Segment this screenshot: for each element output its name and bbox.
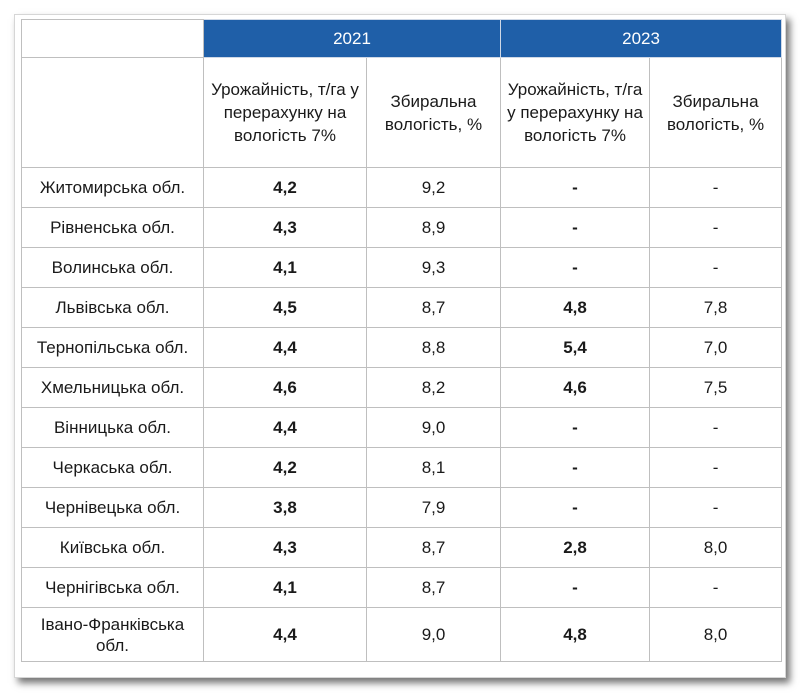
region-cell: Чернівецька обл. (21, 487, 204, 528)
moisture-2021-cell: 9,2 (365, 167, 502, 208)
yield-2021-cell: 4,3 (203, 207, 367, 248)
yield-2021-cell: 4,1 (203, 247, 367, 288)
region-cell: Київська обл. (21, 527, 204, 568)
moisture-2023-cell: - (649, 407, 783, 448)
table-row: Житомирська обл. 4,2 9,2 - - (21, 167, 783, 208)
region-cell: Львівська обл. (21, 287, 204, 328)
table-row: Київська обл. 4,3 8,7 2,8 8,0 (21, 527, 783, 568)
region-cell: Черкаська обл. (21, 447, 204, 488)
subheader-row: Урожайність, т/га у перерахунку на волог… (21, 57, 783, 168)
moisture-2023-cell: 8,0 (649, 607, 783, 662)
year-2021-header: 2021 (202, 19, 502, 58)
moisture-2023-cell: - (649, 247, 783, 288)
moisture-2023-cell: 7,0 (649, 327, 783, 368)
yield-2023-cell: 4,8 (500, 607, 651, 662)
yield-2023-cell: - (500, 487, 651, 528)
region-cell: Тернопільська обл. (21, 327, 204, 368)
moisture-2023-header: Збиральна вологість, % (649, 57, 783, 168)
moisture-2021-cell: 8,7 (365, 567, 502, 608)
moisture-2021-cell: 8,7 (365, 527, 502, 568)
moisture-2021-cell: 9,3 (365, 247, 502, 288)
moisture-2023-cell: - (649, 207, 783, 248)
yield-2023-cell: - (500, 447, 651, 488)
table-row: Чернівецька обл. 3,8 7,9 - - (21, 487, 783, 528)
moisture-2021-cell: 8,2 (365, 367, 502, 408)
yield-2023-cell: - (500, 407, 651, 448)
table-row: Черкаська обл. 4,2 8,1 - - (21, 447, 783, 488)
moisture-2021-header: Збиральна вологість, % (365, 57, 502, 168)
moisture-2021-cell: 7,9 (365, 487, 502, 528)
table-row: Рівненська обл. 4,3 8,9 - - (21, 207, 783, 248)
yield-2021-cell: 4,2 (203, 167, 367, 208)
moisture-2021-cell: 8,7 (365, 287, 502, 328)
moisture-2023-cell: 7,8 (649, 287, 783, 328)
table-row: Чернігівська обл. 4,1 8,7 - - (21, 567, 783, 608)
yield-2023-cell: 4,6 (500, 367, 651, 408)
year-2023-header: 2023 (500, 19, 783, 58)
yield-2023-cell: - (500, 567, 651, 608)
yield-2021-cell: 4,3 (203, 527, 367, 568)
region-cell: Вінницька обл. (21, 407, 204, 448)
moisture-2021-cell: 8,1 (365, 447, 502, 488)
moisture-2021-cell: 8,8 (365, 327, 502, 368)
table-row: Волинська обл. 4,1 9,3 - - (21, 247, 783, 288)
yield-2021-cell: 4,4 (203, 407, 367, 448)
yield-2021-header: Урожайність, т/га у перерахунку на волог… (203, 57, 367, 168)
moisture-2021-cell: 9,0 (365, 407, 502, 448)
moisture-2023-cell: - (649, 167, 783, 208)
yield-2021-cell: 4,4 (203, 327, 367, 368)
yield-table: 2021 2023 Урожайність, т/га у перерахунк… (21, 19, 783, 662)
yield-2023-cell: 5,4 (500, 327, 651, 368)
yield-2023-cell: - (500, 167, 651, 208)
yield-2021-cell: 4,6 (203, 367, 367, 408)
region-cell: Волинська обл. (21, 247, 204, 288)
corner-cell (21, 19, 204, 58)
table-row: Львівська обл. 4,5 8,7 4,8 7,8 (21, 287, 783, 328)
region-header-cell (21, 57, 204, 168)
yield-2021-cell: 4,2 (203, 447, 367, 488)
moisture-2023-cell: 8,0 (649, 527, 783, 568)
yield-2021-cell: 4,4 (203, 607, 367, 662)
yield-2021-cell: 4,5 (203, 287, 367, 328)
yield-2021-cell: 4,1 (203, 567, 367, 608)
yield-2021-cell: 3,8 (203, 487, 367, 528)
table-card: 2021 2023 Урожайність, т/га у перерахунк… (14, 14, 786, 678)
moisture-2023-cell: - (649, 567, 783, 608)
table-row: Хмельницька обл. 4,6 8,2 4,6 7,5 (21, 367, 783, 408)
moisture-2023-cell: - (649, 487, 783, 528)
table-row: Тернопільська обл. 4,4 8,8 5,4 7,0 (21, 327, 783, 368)
moisture-2021-cell: 9,0 (365, 607, 502, 662)
yield-2023-cell: - (500, 247, 651, 288)
table-row: Вінницька обл. 4,4 9,0 - - (21, 407, 783, 448)
yield-2023-cell: 2,8 (500, 527, 651, 568)
table-row: Івано-Франківська обл. 4,4 9,0 4,8 8,0 (21, 607, 783, 662)
yield-2023-cell: 4,8 (500, 287, 651, 328)
moisture-2021-cell: 8,9 (365, 207, 502, 248)
yield-2023-header: Урожайність, т/га у перерахунку на волог… (500, 57, 651, 168)
region-cell: Чернігівська обл. (21, 567, 204, 608)
region-cell: Житомирська обл. (21, 167, 204, 208)
yield-2023-cell: - (500, 207, 651, 248)
region-cell: Хмельницька обл. (21, 367, 204, 408)
year-header-row: 2021 2023 (21, 19, 783, 58)
region-cell: Рівненська обл. (21, 207, 204, 248)
region-cell: Івано-Франківська обл. (21, 607, 204, 662)
moisture-2023-cell: - (649, 447, 783, 488)
moisture-2023-cell: 7,5 (649, 367, 783, 408)
